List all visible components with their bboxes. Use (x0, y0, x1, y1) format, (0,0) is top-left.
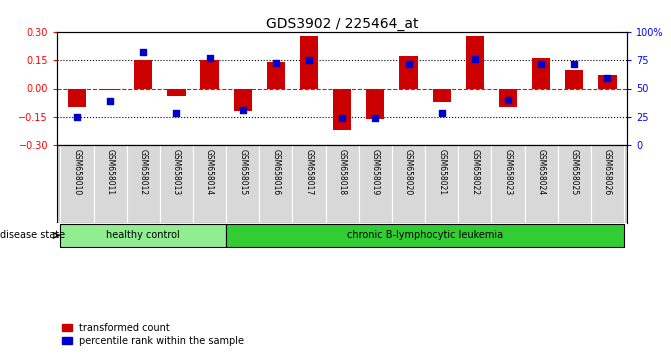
Legend: transformed count, percentile rank within the sample: transformed count, percentile rank withi… (62, 323, 244, 346)
Point (602, 75, 613, 81)
Bar (366, 88, 384, 119)
Text: GSM658021: GSM658021 (437, 149, 446, 195)
Bar (267, 62, 285, 88)
Point (270, 60, 281, 66)
Point (138, 49, 148, 55)
Text: GSM658016: GSM658016 (271, 149, 280, 195)
Bar (93, 145, 127, 223)
Bar (466, 36, 484, 88)
Point (238, 107, 248, 113)
Bar (160, 145, 193, 223)
Bar (201, 60, 219, 88)
Bar (325, 145, 359, 223)
Point (72, 114, 83, 120)
Text: GSM658024: GSM658024 (537, 149, 546, 195)
Point (503, 97, 513, 103)
Text: GSM658025: GSM658025 (570, 149, 579, 195)
Bar (558, 145, 591, 223)
Text: GSM658010: GSM658010 (72, 149, 81, 195)
Text: GSM658026: GSM658026 (603, 149, 612, 195)
Bar (433, 88, 451, 102)
Bar (127, 145, 160, 223)
Bar (134, 60, 152, 88)
Text: GSM658012: GSM658012 (139, 149, 148, 195)
Point (370, 115, 380, 121)
Bar (359, 145, 392, 223)
Text: GSM658018: GSM658018 (338, 149, 347, 195)
Bar (259, 145, 293, 223)
Text: GSM658023: GSM658023 (503, 149, 513, 195)
Title: GDS3902 / 225464_at: GDS3902 / 225464_at (266, 17, 419, 31)
Text: GSM658020: GSM658020 (404, 149, 413, 195)
Point (470, 56, 480, 62)
Point (304, 57, 315, 63)
Bar (226, 145, 259, 223)
Bar (60, 224, 226, 246)
Bar (458, 145, 491, 223)
Bar (101, 88, 119, 90)
Bar (591, 145, 624, 223)
Text: GSM658015: GSM658015 (238, 149, 247, 195)
Bar (425, 145, 458, 223)
Text: GSM658013: GSM658013 (172, 149, 181, 195)
Bar (226, 224, 624, 246)
Bar (532, 58, 550, 88)
Point (436, 110, 447, 116)
Bar (167, 88, 185, 96)
Bar (193, 145, 226, 223)
Bar (499, 88, 517, 107)
Text: GSM658017: GSM658017 (305, 149, 313, 195)
Text: GSM658011: GSM658011 (105, 149, 115, 195)
Bar (234, 88, 252, 111)
Bar (565, 70, 584, 88)
Bar (392, 145, 425, 223)
Text: chronic B-lymphocytic leukemia: chronic B-lymphocytic leukemia (347, 230, 503, 240)
Text: GSM658019: GSM658019 (371, 149, 380, 195)
Point (105, 98, 115, 104)
Point (204, 56, 215, 61)
Bar (60, 145, 93, 223)
Bar (399, 56, 417, 88)
Bar (300, 36, 318, 88)
Text: healthy control: healthy control (107, 230, 180, 240)
Point (569, 62, 580, 67)
Point (536, 62, 547, 67)
Bar (333, 88, 352, 130)
Text: GSM658022: GSM658022 (470, 149, 479, 195)
Bar (293, 145, 325, 223)
Bar (491, 145, 525, 223)
Bar (599, 75, 617, 88)
Text: disease state: disease state (0, 230, 65, 240)
Bar (525, 145, 558, 223)
Point (337, 115, 348, 121)
Bar (68, 88, 86, 107)
Point (171, 110, 182, 116)
Text: GSM658014: GSM658014 (205, 149, 214, 195)
Point (403, 62, 414, 67)
